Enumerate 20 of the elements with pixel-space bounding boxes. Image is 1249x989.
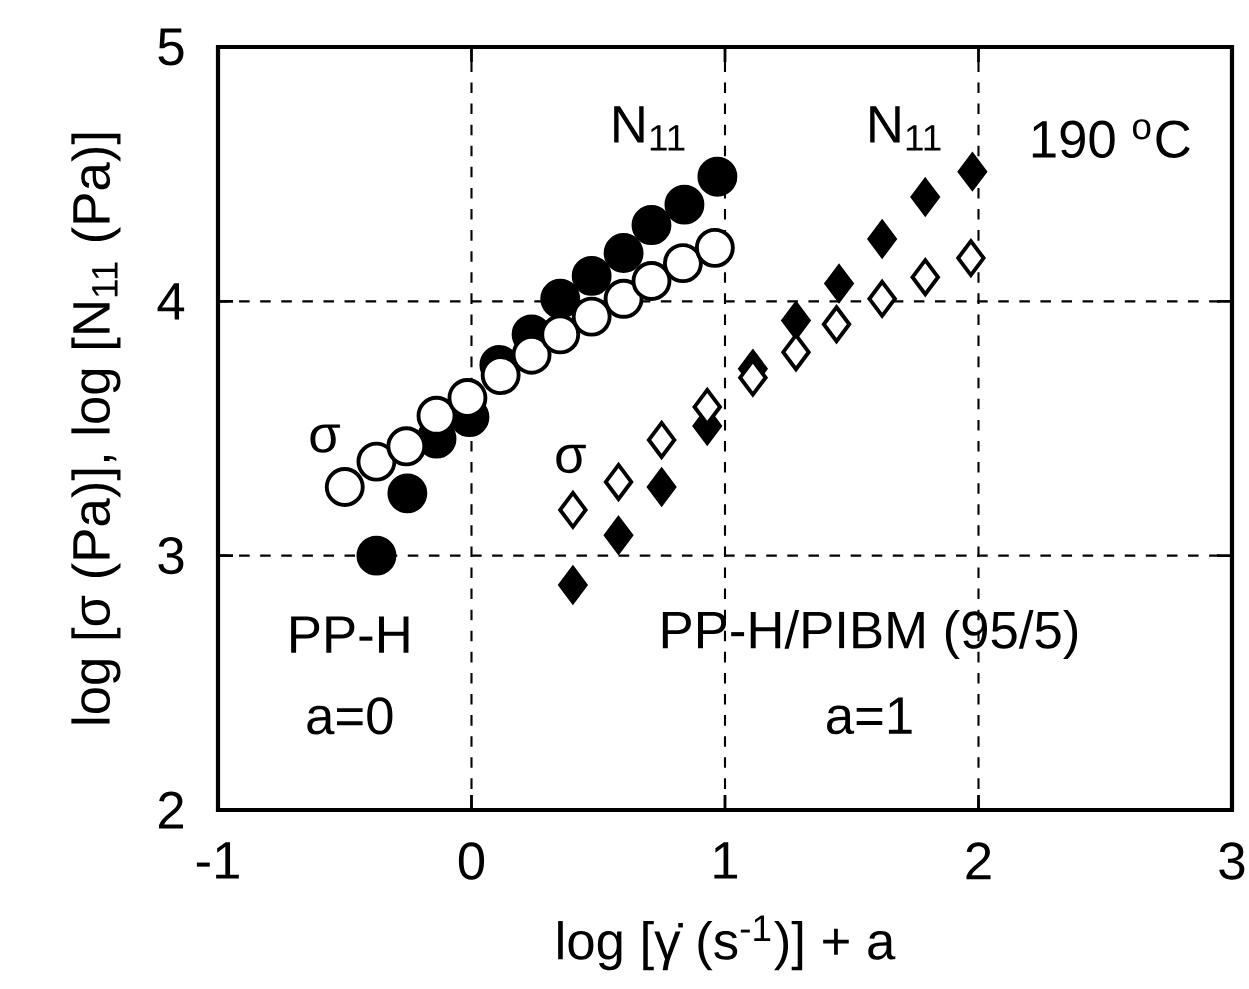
annotation: a=0 [307, 697, 393, 735]
annotation: 190 $^{o}$C [1032, 119, 1190, 158]
y-tick-label: 2 [158, 791, 184, 829]
legend-label: N$_{11}$ [614, 106, 685, 151]
y-tick-label: 4 [157, 283, 185, 320]
x-tick-label: -1 [196, 842, 239, 879]
y-tick-label: 3 [158, 537, 184, 575]
x-tick-label: 3 [1219, 842, 1245, 880]
legend-label: N$_{11}$ [870, 106, 941, 151]
annotation: PP-H/PIBM (95/5) [662, 609, 1078, 660]
x-tick-label: 2 [966, 842, 991, 880]
y-tick-label: 5 [158, 28, 184, 66]
y-axis-title: log [σ (Pa)], log [N$_{11}$ (Pa)] [71, 133, 121, 724]
series-label: σ [556, 444, 586, 474]
annotation: PP-H [291, 616, 409, 653]
x-tick-label: 0 [458, 842, 485, 880]
x-tick-label: 1 [714, 842, 738, 879]
annotation: a=1 [827, 697, 912, 735]
x-axis-title: log [γ̇ (s$^{-1}$)] + a [558, 915, 896, 971]
series-label: σ [310, 424, 340, 453]
